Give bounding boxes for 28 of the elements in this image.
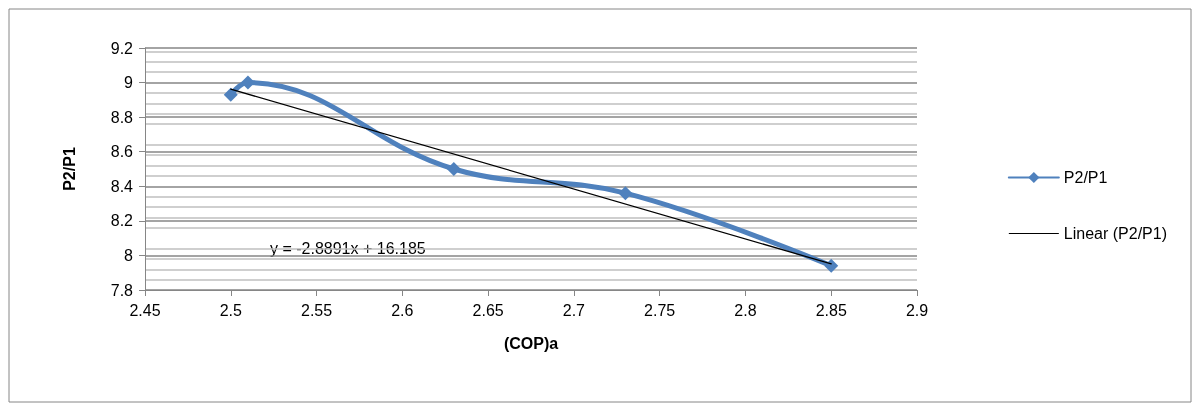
point <box>240 75 255 90</box>
x-axis-title: (COP)a <box>503 334 559 352</box>
point <box>223 87 238 102</box>
legend-label: P2/P1 <box>1063 169 1108 186</box>
y-tick-label: 7.8 <box>110 281 134 299</box>
y-tick-label: 8 <box>124 246 134 264</box>
x-tick-label: 2.85 <box>815 301 847 319</box>
x-tick-label: 2.8 <box>734 301 757 319</box>
point <box>618 186 633 201</box>
annotation: y = -2.8891x + 16.185 <box>270 239 426 257</box>
x-tick-label: 2.6 <box>391 301 414 319</box>
x-tick-label: 2.75 <box>644 301 676 319</box>
x-tick-label: 2.7 <box>562 301 586 319</box>
y-tick-label: 8.4 <box>110 177 134 195</box>
point <box>824 258 839 273</box>
x-tick-label: 2.65 <box>472 301 504 319</box>
point <box>446 162 461 176</box>
y-axis-title: P2/P1 <box>60 147 78 191</box>
y-tick-label: 8.8 <box>110 108 134 126</box>
y-tick-label: 9.2 <box>110 39 134 57</box>
y-tick-label: 8.2 <box>110 212 134 230</box>
x-tick-label: 2.55 <box>300 301 333 319</box>
x-tick-label: 2.45 <box>129 301 161 319</box>
y-tick-label: 9 <box>124 74 134 92</box>
y-tick-label: 8.6 <box>110 143 134 161</box>
x-tick-label: 2.5 <box>219 301 242 319</box>
x-tick-label: 2.9 <box>905 301 929 319</box>
legend-label: Linear (P2/P1) <box>1063 225 1168 242</box>
